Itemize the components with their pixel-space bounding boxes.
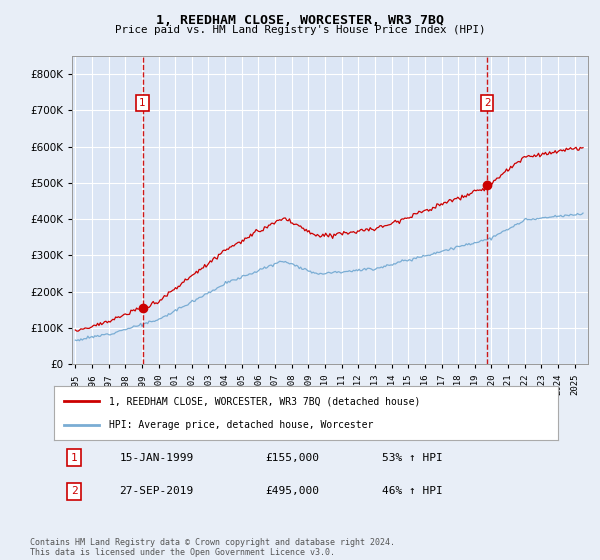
Text: 46% ↑ HPI: 46% ↑ HPI — [382, 487, 442, 496]
Text: £495,000: £495,000 — [266, 487, 320, 496]
Text: 1, REEDHAM CLOSE, WORCESTER, WR3 7BQ (detached house): 1, REEDHAM CLOSE, WORCESTER, WR3 7BQ (de… — [109, 396, 421, 407]
Text: 1, REEDHAM CLOSE, WORCESTER, WR3 7BQ: 1, REEDHAM CLOSE, WORCESTER, WR3 7BQ — [156, 14, 444, 27]
Text: 2: 2 — [71, 487, 77, 496]
Text: £155,000: £155,000 — [266, 453, 320, 463]
Text: 15-JAN-1999: 15-JAN-1999 — [119, 453, 194, 463]
Text: 1: 1 — [71, 453, 77, 463]
Text: 27-SEP-2019: 27-SEP-2019 — [119, 487, 194, 496]
Text: Price paid vs. HM Land Registry's House Price Index (HPI): Price paid vs. HM Land Registry's House … — [115, 25, 485, 35]
Text: Contains HM Land Registry data © Crown copyright and database right 2024.
This d: Contains HM Land Registry data © Crown c… — [30, 538, 395, 557]
Text: 2: 2 — [484, 98, 490, 108]
Text: 1: 1 — [139, 98, 146, 108]
Text: 53% ↑ HPI: 53% ↑ HPI — [382, 453, 442, 463]
Text: HPI: Average price, detached house, Worcester: HPI: Average price, detached house, Worc… — [109, 419, 374, 430]
